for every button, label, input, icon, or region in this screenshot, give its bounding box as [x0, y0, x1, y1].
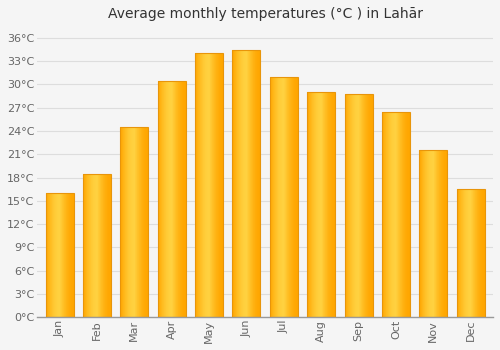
- Bar: [232, 50, 260, 317]
- Bar: [158, 80, 186, 317]
- Title: Average monthly temperatures (°C ) in Lahār: Average monthly temperatures (°C ) in La…: [108, 7, 422, 21]
- Bar: [307, 92, 335, 317]
- Bar: [270, 77, 298, 317]
- Bar: [195, 54, 223, 317]
- Bar: [120, 127, 148, 317]
- Bar: [456, 189, 484, 317]
- Bar: [382, 112, 410, 317]
- Bar: [420, 150, 448, 317]
- Bar: [46, 193, 74, 317]
- Bar: [83, 174, 111, 317]
- Bar: [344, 94, 372, 317]
